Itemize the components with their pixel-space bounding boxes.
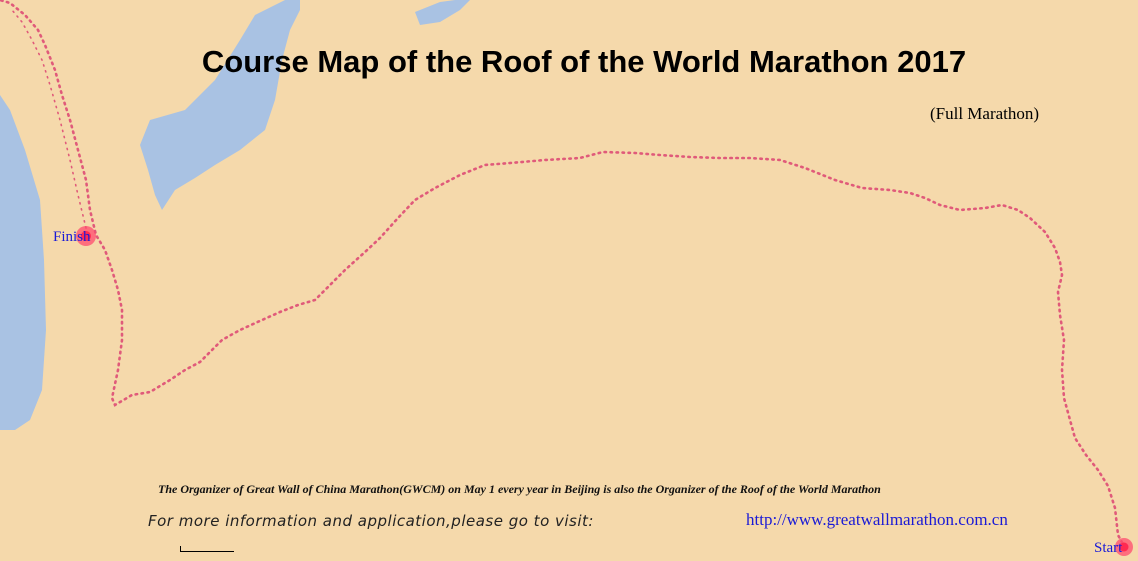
lake-top [415,0,470,25]
finish-marker-core [81,231,91,241]
route-line [0,0,1127,550]
lake-center [140,0,300,210]
page-title: Course Map of the Roof of the World Mara… [201,44,967,79]
finish-label: Finish [53,229,91,245]
page-subtitle: (Full Marathon) [930,104,1040,123]
info-text: For more information and application,ple… [148,512,594,530]
scale-bar [180,540,234,552]
lake-left [0,95,46,430]
start-label: Start [1094,540,1123,556]
organizer-note: The Organizer of Great Wall of China Mar… [158,482,881,496]
start-marker-core [1119,542,1129,552]
website-link[interactable]: http://www.greatwallmarathon.com.cn [746,510,1008,529]
